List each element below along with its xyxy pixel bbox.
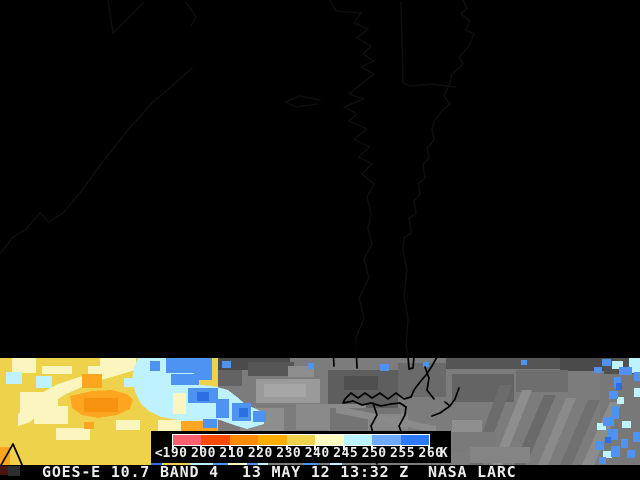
colorbar-tick-label: 230 xyxy=(276,446,302,461)
credit-label: NASA LARC xyxy=(428,463,517,480)
colorbar-tick xyxy=(342,446,345,450)
coastline-overlay xyxy=(0,343,460,468)
colorbar-tick xyxy=(285,446,288,450)
imagery-artifact xyxy=(8,466,20,476)
colorbar-tick-label: 240 xyxy=(304,446,330,461)
colorbar-less-than-label: < xyxy=(154,446,164,461)
colorbar-tick xyxy=(257,446,260,450)
colorbar-unit-label: K xyxy=(439,446,449,461)
colorbar-tick-label: 255 xyxy=(390,446,416,461)
imagery-artifact xyxy=(0,466,8,475)
colorbar-tick xyxy=(428,446,430,450)
colorbar-segment xyxy=(258,435,287,445)
colorbar-tick-label: 245 xyxy=(333,446,359,461)
colorbar-tick-label: 250 xyxy=(361,446,387,461)
colorbar-tick-label: 190 xyxy=(162,446,188,461)
colorbar-tick xyxy=(399,446,402,450)
colorbar-legend: < K 190 200 210 220 230 240 245 250 255 260 xyxy=(151,431,451,463)
colorbar-segment xyxy=(315,435,344,445)
annotation-bar: GOES-E 10.7 BAND 4 13 MAY 12 13:32 Z NAS… xyxy=(0,465,640,480)
colorbar-tick xyxy=(172,446,174,450)
map-outline-faint xyxy=(0,0,475,356)
colorbar-segment xyxy=(343,435,373,445)
colorbar-tick-label: 220 xyxy=(247,446,273,461)
colorbar-segment xyxy=(173,435,202,445)
colorbar-tick xyxy=(228,446,231,450)
colorbar-tick xyxy=(200,446,203,450)
colorbar-segment xyxy=(400,435,429,445)
colorbar-segment xyxy=(201,435,230,445)
colorbar-segment xyxy=(229,435,259,445)
colorbar-tick-label: 260 xyxy=(418,446,444,461)
colorbar-tick xyxy=(371,446,374,450)
colorbar xyxy=(172,434,430,446)
colorbar-tick xyxy=(314,446,317,450)
instrument-label: GOES-E 10.7 BAND 4 xyxy=(42,463,219,480)
timestamp-label: 13 MAY 12 13:32 Z xyxy=(242,463,410,480)
colorbar-segment xyxy=(372,435,401,445)
colorbar-tick-label: 200 xyxy=(190,446,216,461)
colorbar-segment xyxy=(286,435,316,445)
colorbar-tick-label: 210 xyxy=(219,446,245,461)
